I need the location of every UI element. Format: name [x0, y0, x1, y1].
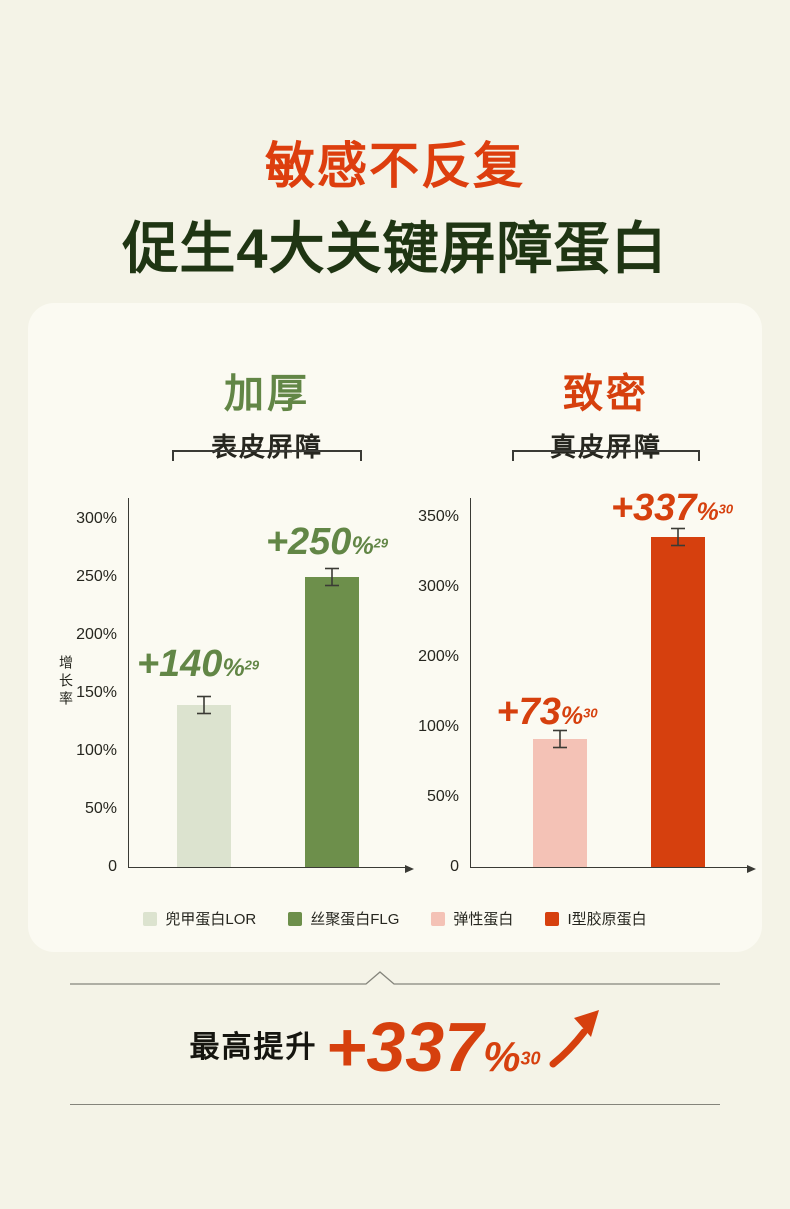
bar-value-label-lor: +140%29 [136, 643, 260, 685]
bar [305, 567, 359, 867]
y-tick-label: 200% [76, 626, 117, 643]
divider-caret [70, 971, 720, 985]
legend-label: I型胶原蛋白 [567, 911, 647, 928]
left-chart-plot: 300% 250% 200% 150% 100% 50% 0 [76, 498, 414, 875]
legend-label: 丝聚蛋白FLG [310, 911, 400, 928]
y-tick-label: 300% [418, 578, 459, 595]
highlight-prefix: 最高提升 [189, 1031, 318, 1064]
y-tick-label: 350% [418, 508, 459, 525]
y-tick-label: 50% [84, 800, 117, 817]
right-chart-header: 致密 真皮屏障 [512, 361, 700, 464]
bar-value-label-flg: +250%29 [265, 521, 389, 563]
bar [533, 729, 587, 867]
right-chart-plot: 350% 300% 200% 100% 50% 0 [418, 498, 756, 875]
legend-item-elastin: 弹性蛋白 [431, 908, 513, 929]
bar-value-label-elastin: +73%30 [496, 691, 598, 733]
error-bar [325, 567, 339, 587]
right-chart-subtitle: 真皮屏障 [549, 432, 662, 462]
highlight-banner: 最高提升 +337%30 [0, 1008, 790, 1082]
y-tick-label: 0 [450, 858, 459, 875]
error-bar [197, 695, 211, 715]
error-bar [553, 729, 567, 749]
footnote-ref: 30 [520, 1048, 541, 1069]
footnote-ref: 29 [373, 535, 389, 551]
legend-label: 弹性蛋白 [453, 911, 514, 928]
y-tick-label: 50% [426, 788, 459, 805]
y-tick-label: 0 [108, 858, 117, 875]
y-tick-label: 150% [76, 684, 117, 701]
legend-swatch [431, 911, 446, 926]
legend-item-collagen: I型胶原蛋白 [545, 908, 647, 929]
legend-swatch [545, 911, 560, 926]
legend-item-flg: 丝聚蛋白FLG [288, 908, 399, 929]
divider-line [70, 1104, 720, 1105]
right-bracket [512, 450, 700, 461]
y-tick-label: 250% [76, 568, 117, 585]
y-tick-label: 200% [418, 648, 459, 665]
footnote-ref: 30 [718, 501, 734, 517]
footnote-ref: 29 [244, 657, 260, 673]
legend: 兜甲蛋白LOR 丝聚蛋白FLG 弹性蛋白 I型胶原蛋白 [28, 908, 762, 929]
bar [177, 695, 231, 867]
legend-swatch [143, 911, 158, 926]
legend-label: 兜甲蛋白LOR [165, 911, 257, 928]
title-accent: 敏感不反复 [265, 138, 525, 194]
right-chart-title: 致密 [563, 372, 649, 416]
error-bar [671, 527, 685, 547]
left-bracket [172, 450, 362, 461]
up-arrow-icon [549, 1010, 599, 1068]
y-tick-label: 100% [76, 742, 117, 759]
left-chart-title: 加厚 [224, 372, 310, 416]
y-tick-label: 100% [418, 718, 459, 735]
bar-value-label-collagen: +337%30 [610, 487, 734, 529]
y-axis-label: 增长率 [58, 655, 74, 709]
bar [651, 527, 705, 867]
footnote-ref: 30 [583, 705, 598, 721]
header: 敏感不反复 促生4大关键屏障蛋白 [0, 126, 790, 285]
left-chart-header: 加厚 表皮屏障 [172, 361, 362, 464]
legend-item-lor: 兜甲蛋白LOR [143, 908, 256, 929]
legend-swatch [288, 911, 303, 926]
chart-card: 加厚 表皮屏障 致密 真皮屏障 增长率 300% 250% 200% 150% 100%… [28, 303, 762, 952]
highlight-value: +337%30 [325, 1008, 541, 1086]
title-main: 促生4大关键屏障蛋白 [122, 217, 668, 280]
y-tick-label: 300% [76, 510, 117, 527]
left-chart-subtitle: 表皮屏障 [210, 432, 323, 462]
